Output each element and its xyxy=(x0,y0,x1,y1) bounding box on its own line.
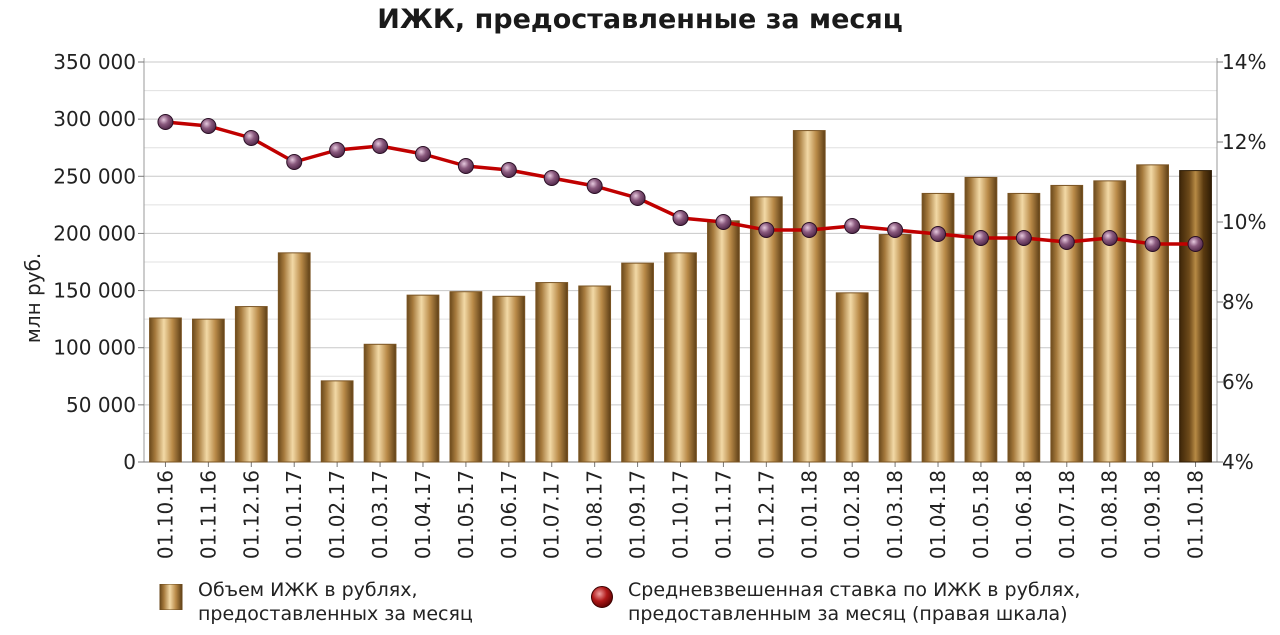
bar-01.12.17 xyxy=(749,196,783,463)
legend-item-bars: Объем ИЖК в рублях, предоставленных за м… xyxy=(158,578,473,626)
rate-point-01.04.17 xyxy=(414,146,431,162)
rate-point-01.06.18 xyxy=(1015,230,1032,246)
x-tick-label: 01.11.17 xyxy=(711,470,735,559)
x-tick-label: 01.10.18 xyxy=(1184,470,1208,559)
legend-bars-line-1: Объем ИЖК в рублях, xyxy=(198,579,418,601)
rate-point-01.03.18 xyxy=(887,222,904,238)
rate-point-01.08.18 xyxy=(1101,230,1118,246)
bar-01.08.17 xyxy=(578,285,612,463)
bar-01.02.17 xyxy=(320,380,354,463)
x-tick-label: 01.03.17 xyxy=(368,470,392,559)
x-tick-label: 01.05.17 xyxy=(454,470,478,559)
bar-01.06.17 xyxy=(492,295,526,463)
rate-point-01.12.16 xyxy=(243,130,260,146)
rate-point-01.11.16 xyxy=(200,118,217,134)
bar-01.10.16 xyxy=(149,317,182,463)
y2-tick-label: 12% xyxy=(1222,130,1266,154)
y2-tick-label: 10% xyxy=(1222,210,1266,234)
legend-line-swatch xyxy=(591,586,613,608)
y-axis-title: млн руб. xyxy=(21,253,45,344)
bar-01.01.18 xyxy=(792,130,826,463)
x-tick-label: 01.09.17 xyxy=(626,470,650,559)
rate-point-01.10.17 xyxy=(672,210,689,226)
x-tick-label: 01.08.17 xyxy=(583,470,607,559)
y-tick-label: 150 000 xyxy=(53,279,136,303)
rate-point-01.02.18 xyxy=(844,218,861,234)
legend-bars-line-2: предоставленных за месяц xyxy=(198,603,473,625)
x-tick-label: 01.10.17 xyxy=(669,470,693,559)
rate-point-01.05.18 xyxy=(972,230,989,246)
y2-tick-label: 14% xyxy=(1222,50,1266,74)
rate-point-01.09.17 xyxy=(629,190,646,206)
rate-point-01.06.17 xyxy=(500,162,517,178)
x-tick-label: 01.07.18 xyxy=(1055,470,1079,559)
y2-tick-label: 8% xyxy=(1222,290,1254,314)
bar-01.11.17 xyxy=(707,220,740,463)
x-tick-label: 01.12.16 xyxy=(239,470,263,559)
y-tick-label: 350 000 xyxy=(53,50,136,74)
bar-01.10.17 xyxy=(664,252,697,463)
rate-point-01.01.18 xyxy=(801,222,818,238)
bar-01.05.18 xyxy=(964,176,998,463)
bar-01.08.18 xyxy=(1093,180,1127,463)
x-tick-label: 01.01.18 xyxy=(797,470,821,559)
bar-01.05.17 xyxy=(449,291,483,463)
x-tick-label: 01.07.17 xyxy=(540,470,564,559)
x-tick-label: 01.10.16 xyxy=(153,470,177,559)
bar-01.07.18 xyxy=(1050,184,1084,463)
x-tick-label: 01.12.17 xyxy=(754,470,778,559)
bar-01.10.18 xyxy=(1179,170,1212,463)
legend-item-line: Средневзвешенная ставка по ИЖК в рублях,… xyxy=(590,578,1080,626)
rate-point-01.03.17 xyxy=(372,138,389,154)
x-tick-label: 01.03.18 xyxy=(883,470,907,559)
bar-01.09.18 xyxy=(1136,164,1170,463)
rate-point-01.10.18 xyxy=(1187,236,1204,252)
rate-point-01.08.17 xyxy=(586,178,603,194)
legend-bar-swatch xyxy=(159,584,183,610)
bar-01.11.16 xyxy=(191,318,225,463)
x-tick-label: 01.01.17 xyxy=(282,470,306,559)
bar-01.04.17 xyxy=(406,294,440,463)
x-tick-label: 01.09.18 xyxy=(1141,470,1165,559)
bar-01.12.16 xyxy=(234,306,268,463)
rate-point-01.07.17 xyxy=(543,170,560,186)
x-tick-label: 01.08.18 xyxy=(1098,470,1122,559)
rate-point-01.12.17 xyxy=(758,222,775,238)
y-tick-label: 300 000 xyxy=(53,107,136,131)
x-tick-label: 01.02.18 xyxy=(840,470,864,559)
x-tick-label: 01.04.18 xyxy=(926,470,950,559)
x-tick-label: 01.04.17 xyxy=(411,470,435,559)
bar-01.07.17 xyxy=(535,282,569,463)
bar-01.09.17 xyxy=(621,262,654,463)
rate-point-01.10.16 xyxy=(157,114,174,130)
x-tick-label: 01.11.16 xyxy=(196,470,220,559)
y-tick-label: 100 000 xyxy=(53,336,136,360)
y2-tick-label: 4% xyxy=(1222,450,1254,474)
rate-point-01.09.18 xyxy=(1144,236,1161,252)
legend-line-line-1: Средневзвешенная ставка по ИЖК в рублях, xyxy=(628,579,1081,601)
rate-point-01.11.17 xyxy=(715,214,732,230)
y2-tick-label: 6% xyxy=(1222,370,1254,394)
chart-title: ИЖК, предоставленные за месяц xyxy=(377,4,903,35)
x-tick-label: 01.06.18 xyxy=(1012,470,1036,559)
rate-point-01.07.18 xyxy=(1058,234,1075,250)
rate-point-01.01.17 xyxy=(286,154,303,170)
x-tick-label: 01.06.17 xyxy=(497,470,521,559)
rate-point-01.04.18 xyxy=(930,226,947,242)
bar-01.01.17 xyxy=(277,252,311,463)
x-tick-label: 01.05.18 xyxy=(969,470,993,559)
bar-01.03.17 xyxy=(363,343,397,463)
x-tick-label: 01.02.17 xyxy=(325,470,349,559)
bar-01.02.18 xyxy=(835,292,869,463)
y-tick-label: 250 000 xyxy=(53,164,136,188)
y-tick-label: 200 000 xyxy=(53,221,136,245)
bar-01.03.18 xyxy=(878,234,912,463)
legend-line-line-2: предоставленным за месяц (правая шкала) xyxy=(628,603,1068,625)
rate-point-01.05.17 xyxy=(457,158,474,174)
rate-point-01.02.17 xyxy=(329,142,346,158)
y-tick-label: 0 xyxy=(123,450,136,474)
y-tick-label: 50 000 xyxy=(66,393,136,417)
